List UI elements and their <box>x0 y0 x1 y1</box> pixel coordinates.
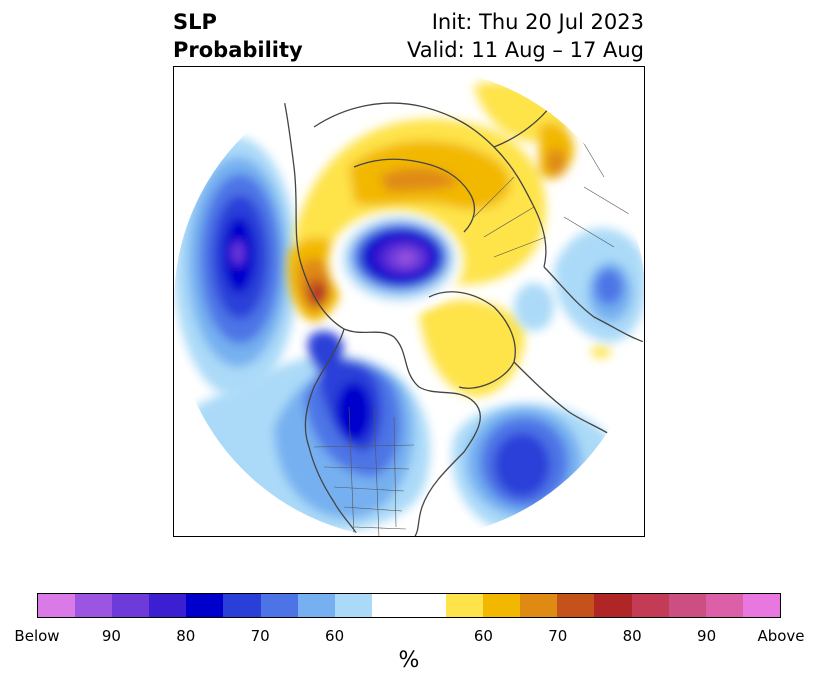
colorbar-below-bin-6 <box>260 594 298 617</box>
colorbar-below-bin-7 <box>297 594 335 617</box>
border-layer <box>313 106 635 536</box>
colorbar-tick-label: 60 <box>473 627 493 645</box>
colorbar-above-bin-3 <box>557 594 595 617</box>
colorbar-below-bin-8 <box>334 594 372 617</box>
colorbar-above-bin-2 <box>520 594 558 617</box>
map-panel <box>173 66 645 537</box>
init-date: Init: Thu 20 Jul 2023 <box>431 10 644 34</box>
colorbar-above-bin-5 <box>631 594 669 617</box>
colorbar-tick-label: 90 <box>697 627 717 645</box>
colorbar-neutral-bin <box>371 594 447 617</box>
probability-map <box>174 67 644 536</box>
colorbar-above-bin-6 <box>668 594 706 617</box>
colorbar-below-bin-4 <box>186 594 224 617</box>
title-quantity: Probability <box>173 38 303 62</box>
coastline-icon <box>273 67 481 536</box>
colorbar-below-bin-2 <box>112 594 150 617</box>
colorbar-above-bin-4 <box>594 594 632 617</box>
polar-low-anomaly <box>328 210 464 314</box>
colorbar-below-bin-0 <box>38 594 76 617</box>
colorbar-above-bin-0 <box>446 594 484 617</box>
valid-range: Valid: 11 Aug – 17 Aug <box>406 38 644 62</box>
colorbar <box>37 593 781 618</box>
colorbar-tick-label: 70 <box>548 627 568 645</box>
colorbar-tick-label: 60 <box>325 627 345 645</box>
border-icon <box>313 444 415 448</box>
title-variable: SLP <box>173 10 217 34</box>
colorbar-unit: % <box>398 648 420 673</box>
title-left: SLP Probability <box>173 8 303 64</box>
colorbar-tick-label: 80 <box>176 627 196 645</box>
colorbar-tick-label: Above <box>757 627 805 645</box>
colorbar-tick-label: 90 <box>101 627 121 645</box>
colorbar-tick-label: 80 <box>622 627 642 645</box>
colorbar-above-bin-1 <box>483 594 521 617</box>
coastline-layer <box>273 67 644 536</box>
title-right: Init: Thu 20 Jul 2023 Valid: 11 Aug – 17… <box>407 8 644 64</box>
colorbar-above-bin-7 <box>705 594 743 617</box>
europe-low-anomaly <box>514 228 644 343</box>
colorbar-below-bin-3 <box>149 594 187 617</box>
colorbar-tick-label: Below <box>14 627 60 645</box>
arctic-high-anomaly <box>287 82 611 397</box>
colorbar-tick-label: 70 <box>250 627 270 645</box>
colorbar-above-bin-8 <box>742 594 780 617</box>
colorbar-below-bin-1 <box>75 594 113 617</box>
colorbar-below-bin-5 <box>223 594 261 617</box>
pacific-low-anomaly <box>174 137 298 397</box>
